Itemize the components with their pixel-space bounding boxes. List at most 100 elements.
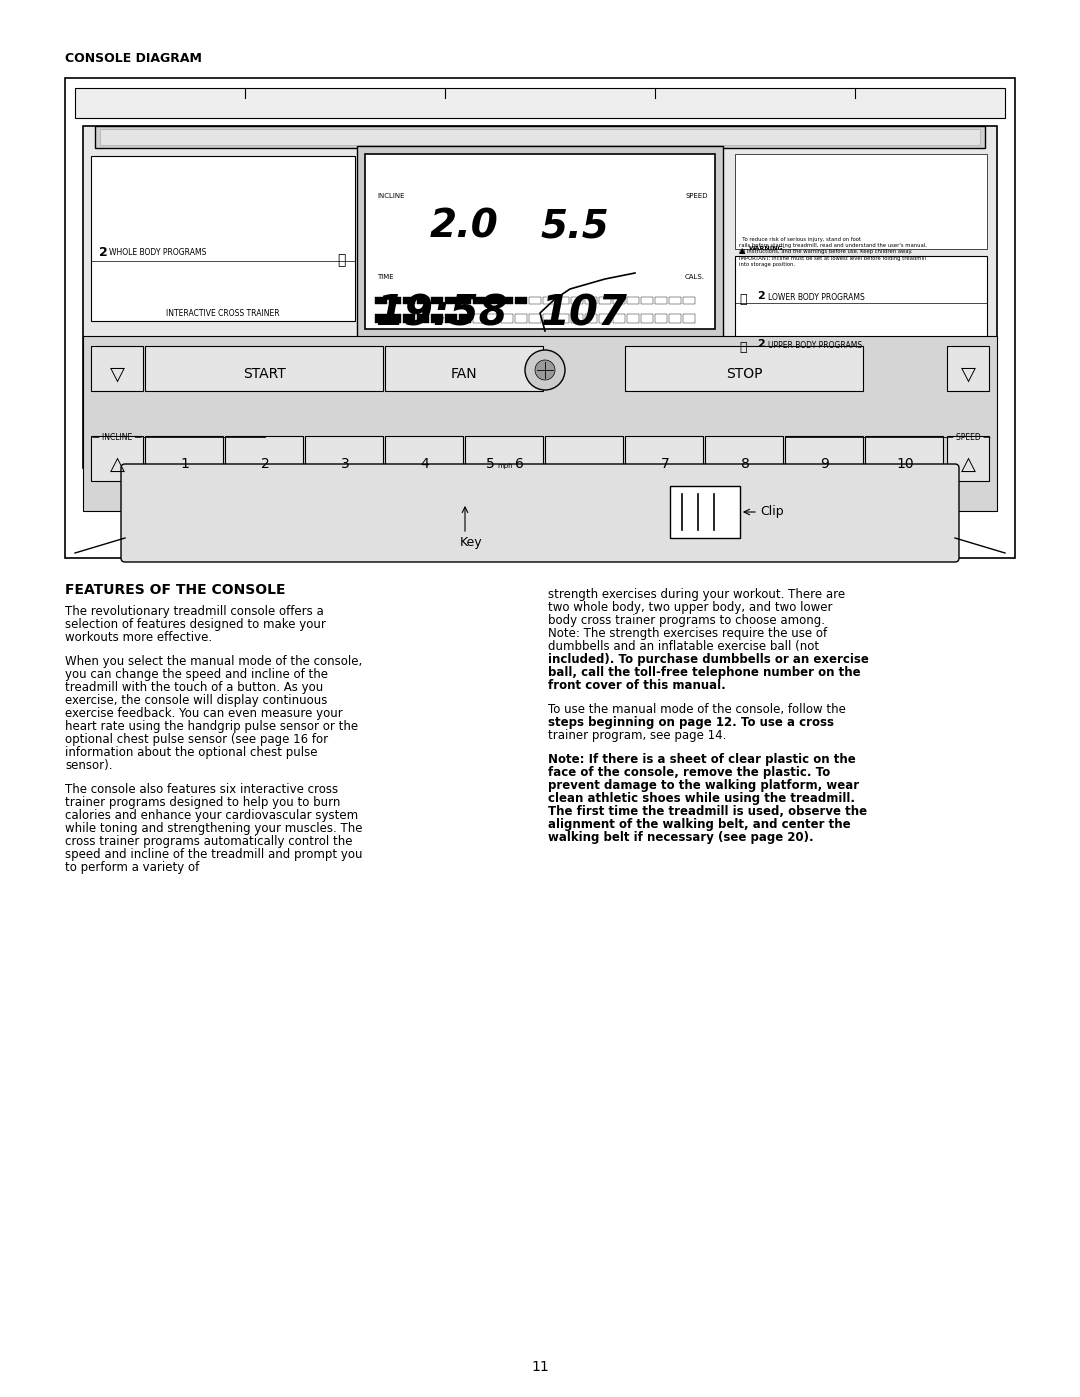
Text: 3: 3 — [340, 457, 349, 471]
Bar — [91, 346, 143, 391]
Text: dumbbells and an inflatable exercise ball (not: dumbbells and an inflatable exercise bal… — [548, 640, 819, 652]
Bar — [431, 298, 443, 305]
Bar — [375, 298, 387, 305]
Text: 2: 2 — [99, 246, 108, 258]
Bar — [95, 126, 985, 148]
Bar — [389, 298, 401, 305]
Bar — [75, 88, 1005, 117]
Bar — [529, 298, 541, 305]
Text: LOWER BODY PROGRAMS: LOWER BODY PROGRAMS — [768, 293, 865, 302]
Text: To reduce risk of serious injury, stand on foot
rails before starting treadmill,: To reduce risk of serious injury, stand … — [739, 237, 927, 267]
Text: trainer programs designed to help you to burn: trainer programs designed to help you to… — [65, 796, 340, 809]
Bar — [683, 314, 696, 323]
Text: △: △ — [109, 454, 124, 474]
Text: 7: 7 — [661, 457, 670, 471]
Text: 🏃: 🏃 — [337, 253, 346, 267]
Bar — [417, 298, 429, 305]
Text: calories and enhance your cardiovascular system: calories and enhance your cardiovascular… — [65, 809, 359, 821]
Bar — [654, 314, 667, 323]
Bar — [557, 298, 569, 305]
Bar — [613, 298, 625, 305]
Bar — [625, 346, 863, 391]
Text: exercise, the console will display continuous: exercise, the console will display conti… — [65, 694, 327, 707]
Bar — [683, 298, 696, 305]
Text: INCLINE: INCLINE — [377, 193, 405, 198]
Bar — [501, 298, 513, 305]
Text: 1: 1 — [180, 457, 189, 471]
Bar — [642, 314, 653, 323]
Bar — [417, 314, 429, 323]
Text: information about the optional chest pulse: information about the optional chest pul… — [65, 746, 318, 759]
Text: CALS.: CALS. — [685, 274, 705, 279]
Text: To use the manual mode of the console, follow the: To use the manual mode of the console, f… — [548, 703, 846, 717]
Text: included). To purchase dumbbells or an exercise: included). To purchase dumbbells or an e… — [548, 652, 869, 666]
Text: selection of features designed to make your: selection of features designed to make y… — [65, 617, 326, 631]
Bar — [543, 314, 555, 323]
Text: — SPEED —: — SPEED — — [946, 433, 990, 441]
Text: △: △ — [960, 454, 975, 474]
Text: TIME: TIME — [377, 274, 393, 279]
Text: Clip: Clip — [760, 506, 784, 518]
Text: 2: 2 — [757, 291, 765, 300]
Text: strength exercises during your workout. There are: strength exercises during your workout. … — [548, 588, 846, 601]
Bar — [403, 298, 415, 305]
Bar — [670, 486, 740, 538]
Bar — [865, 436, 943, 481]
Text: 🏃: 🏃 — [739, 293, 746, 306]
Bar — [83, 126, 997, 468]
Text: START: START — [243, 367, 285, 381]
Text: while toning and strengthening your muscles. The: while toning and strengthening your musc… — [65, 821, 363, 835]
Text: 5.5: 5.5 — [540, 207, 609, 244]
Bar — [669, 298, 681, 305]
Text: ▲: ▲ — [739, 246, 745, 256]
Bar — [445, 314, 457, 323]
Bar — [947, 436, 989, 481]
Text: 2: 2 — [757, 339, 765, 349]
Bar — [735, 256, 987, 351]
Bar — [465, 436, 543, 481]
Text: speed and incline of the treadmill and prompt you: speed and incline of the treadmill and p… — [65, 848, 363, 861]
Bar — [91, 436, 143, 481]
Text: two whole body, two upper body, and two lower: two whole body, two upper body, and two … — [548, 601, 833, 615]
Text: sensor).: sensor). — [65, 759, 112, 773]
Bar — [487, 298, 499, 305]
Text: you can change the speed and incline of the: you can change the speed and incline of … — [65, 668, 328, 680]
Bar — [403, 314, 415, 323]
Bar — [375, 314, 387, 323]
Bar — [515, 314, 527, 323]
Bar — [785, 436, 863, 481]
Text: The console also features six interactive cross: The console also features six interactiv… — [65, 782, 338, 796]
Text: optional chest pulse sensor (see page 16 for: optional chest pulse sensor (see page 16… — [65, 733, 328, 746]
Text: FAN: FAN — [450, 367, 477, 381]
Bar — [599, 298, 611, 305]
Text: clean athletic shoes while using the treadmill.: clean athletic shoes while using the tre… — [548, 792, 855, 805]
Text: 5: 5 — [486, 457, 495, 471]
Bar — [145, 436, 222, 481]
Text: The first time the treadmill is used, observe the: The first time the treadmill is used, ob… — [548, 805, 867, 819]
Text: 8: 8 — [741, 457, 750, 471]
Bar — [473, 298, 485, 305]
Bar — [445, 298, 457, 305]
Text: to perform a variety of: to perform a variety of — [65, 861, 199, 875]
Bar — [571, 298, 583, 305]
Text: When you select the manual mode of the console,: When you select the manual mode of the c… — [65, 655, 362, 668]
Text: workouts more effective.: workouts more effective. — [65, 631, 212, 644]
Bar — [571, 314, 583, 323]
Bar — [585, 314, 597, 323]
Text: 9: 9 — [821, 457, 829, 471]
Bar — [384, 436, 463, 481]
Bar — [705, 436, 783, 481]
Bar — [613, 314, 625, 323]
Text: trainer program, see page 14.: trainer program, see page 14. — [548, 729, 727, 742]
Bar — [501, 314, 513, 323]
Text: SPEED: SPEED — [685, 193, 707, 198]
Bar — [365, 154, 715, 330]
Text: face of the console, remove the plastic. To: face of the console, remove the plastic.… — [548, 766, 831, 780]
Text: alignment of the walking belt, and center the: alignment of the walking belt, and cente… — [548, 819, 851, 831]
Bar — [947, 346, 989, 391]
Text: steps beginning on page 12. To use a cross: steps beginning on page 12. To use a cro… — [548, 717, 834, 729]
Bar — [459, 314, 471, 323]
Text: exercise feedback. You can even measure your: exercise feedback. You can even measure … — [65, 707, 342, 719]
Text: treadmill with the touch of a button. As you: treadmill with the touch of a button. As… — [65, 680, 323, 694]
Bar — [431, 314, 443, 323]
